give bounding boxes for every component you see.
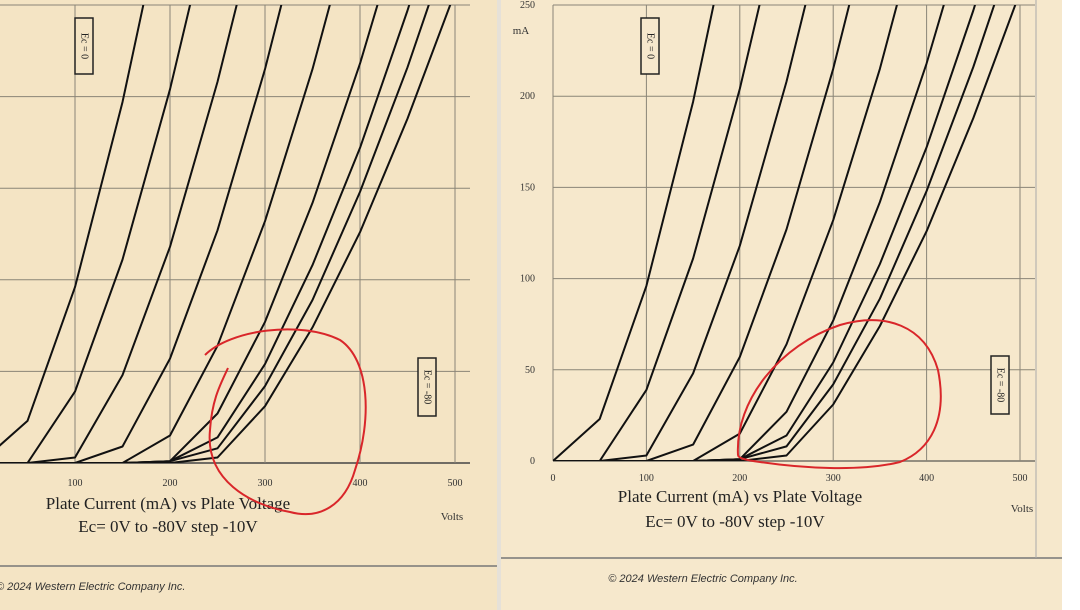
curve xyxy=(0,5,411,463)
curve xyxy=(0,5,430,463)
ticks: 0 100 200 300 400 500 0 50 100 150 200 250 xyxy=(520,0,1028,484)
curve xyxy=(553,5,977,461)
label-box xyxy=(417,357,437,417)
footer: © 2024 Western Electric Company Inc. xyxy=(0,581,185,593)
x-tick-label: 300 xyxy=(258,478,273,489)
curve xyxy=(0,5,192,463)
curve xyxy=(0,5,452,463)
chart-right: 0 100 200 300 400 500 0 50 100 150 200 250 mA Plate… xyxy=(513,0,1035,585)
curve xyxy=(0,5,331,463)
curve-label: Ec = -80 xyxy=(422,370,433,405)
y-tick-label: 200 xyxy=(520,91,535,102)
x-tick-label: 200 xyxy=(732,473,747,484)
curves xyxy=(0,5,452,463)
x-axis-label: Volts xyxy=(1011,503,1033,515)
curve xyxy=(553,5,996,461)
y-tick-label: 100 xyxy=(520,274,535,285)
curves xyxy=(553,5,1017,461)
curve xyxy=(0,5,283,463)
y-axis-label: mA xyxy=(513,25,530,37)
x-tick-label: 500 xyxy=(448,478,463,489)
curve xyxy=(553,5,945,461)
curve xyxy=(553,5,715,461)
curve xyxy=(0,5,238,463)
curve xyxy=(0,5,145,447)
curve-label: Ec = 0 xyxy=(645,33,656,59)
y-tick-label: 50 xyxy=(525,365,535,376)
x-tick-label: 100 xyxy=(68,478,83,489)
chart-title: Plate Current (mA) vs Plate Voltage xyxy=(618,487,862,506)
panel-gap xyxy=(497,0,501,610)
curve xyxy=(553,5,1017,461)
curve xyxy=(553,5,851,461)
y-tick-label: 150 xyxy=(520,182,535,193)
chart-subtitle: Ec= 0V to -80V step -10V xyxy=(645,512,825,531)
label-box xyxy=(74,17,94,75)
chart-left: 100 200 300 400 500 Plate Current (mA) vs Pl… xyxy=(0,4,470,593)
hand-drawn-circle xyxy=(204,328,367,516)
hand-drawn-circle xyxy=(736,319,942,470)
curve xyxy=(553,5,807,461)
curve-label: Ec = -80 xyxy=(995,368,1006,403)
x-tick-label: 400 xyxy=(353,478,368,489)
label-box xyxy=(640,17,660,75)
curve xyxy=(553,5,761,461)
y-tick-label: 0 xyxy=(530,456,535,467)
x-tick-label: 0 xyxy=(551,473,556,484)
chart-subtitle: Ec= 0V to -80V step -10V xyxy=(78,517,258,536)
curve xyxy=(0,5,379,463)
curve-label: Ec = 0 xyxy=(79,33,90,59)
ticks: 100 200 300 400 500 xyxy=(68,478,463,489)
x-tick-label: 500 xyxy=(1013,473,1028,484)
x-tick-label: 300 xyxy=(826,473,841,484)
x-tick-label: 200 xyxy=(163,478,178,489)
x-axis-label: Volts xyxy=(441,511,463,523)
chart-title: Plate Current (mA) vs Plate Voltage xyxy=(46,494,290,513)
x-tick-label: 400 xyxy=(919,473,934,484)
x-tick-label: 100 xyxy=(639,473,654,484)
label-box xyxy=(990,355,1010,415)
y-tick-label: 250 xyxy=(520,0,535,11)
footer: © 2024 Western Electric Company Inc. xyxy=(608,573,797,585)
